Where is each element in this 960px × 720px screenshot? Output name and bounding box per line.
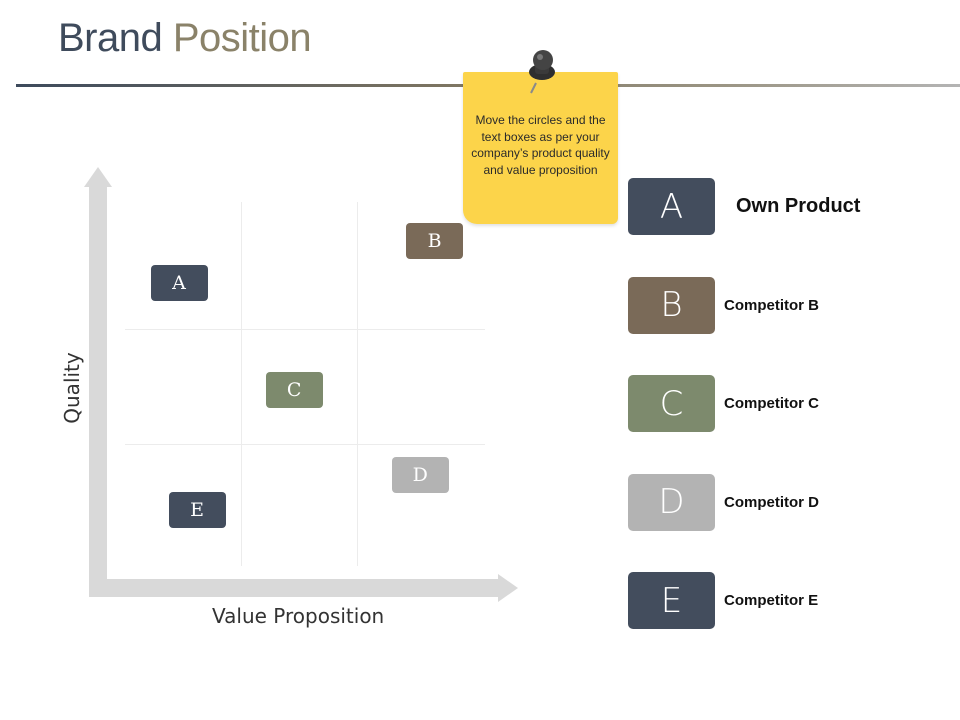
legend-box-b[interactable]: B [628, 276, 715, 334]
legend-box-d[interactable]: D [628, 473, 715, 531]
grid-line-h2 [125, 444, 485, 445]
pushpin-icon [529, 50, 555, 94]
grid-line-v2 [357, 202, 358, 566]
grid-line-v1 [241, 202, 242, 566]
x-axis-arrowhead [498, 574, 518, 602]
marker-c[interactable]: C [265, 371, 323, 408]
sticky-note[interactable]: Move the circles and the text boxes as p… [463, 72, 618, 224]
grid-line-h1 [125, 329, 485, 330]
legend-box-e[interactable]: E [628, 572, 715, 629]
x-axis-label: Value Proposition [212, 604, 385, 628]
y-axis-label: Quality [60, 352, 84, 424]
sticky-note-text: Move the circles and the text boxes as p… [471, 113, 610, 177]
legend-box-c[interactable]: C [628, 375, 715, 432]
y-axis-arrowhead [84, 167, 112, 187]
legend-label-e[interactable]: Competitor E [724, 592, 819, 609]
marker-e[interactable]: E [168, 492, 226, 529]
page-title: Brand Position [58, 16, 312, 61]
x-axis-arrow [89, 579, 499, 597]
marker-b[interactable]: B [406, 222, 464, 259]
legend-label-b[interactable]: Competitor B [724, 296, 819, 314]
title-part-2: Position [172, 16, 312, 60]
legend-box-a[interactable]: A [628, 178, 715, 235]
y-axis-arrow [89, 185, 107, 595]
legend-label-c[interactable]: Competitor C [724, 395, 819, 412]
legend-label-a[interactable]: Own Product [736, 195, 861, 217]
title-part-1: Brand [58, 16, 173, 60]
legend-label-d[interactable]: Competitor D [724, 493, 819, 511]
marker-a[interactable]: A [150, 265, 208, 302]
marker-d[interactable]: D [391, 456, 449, 493]
